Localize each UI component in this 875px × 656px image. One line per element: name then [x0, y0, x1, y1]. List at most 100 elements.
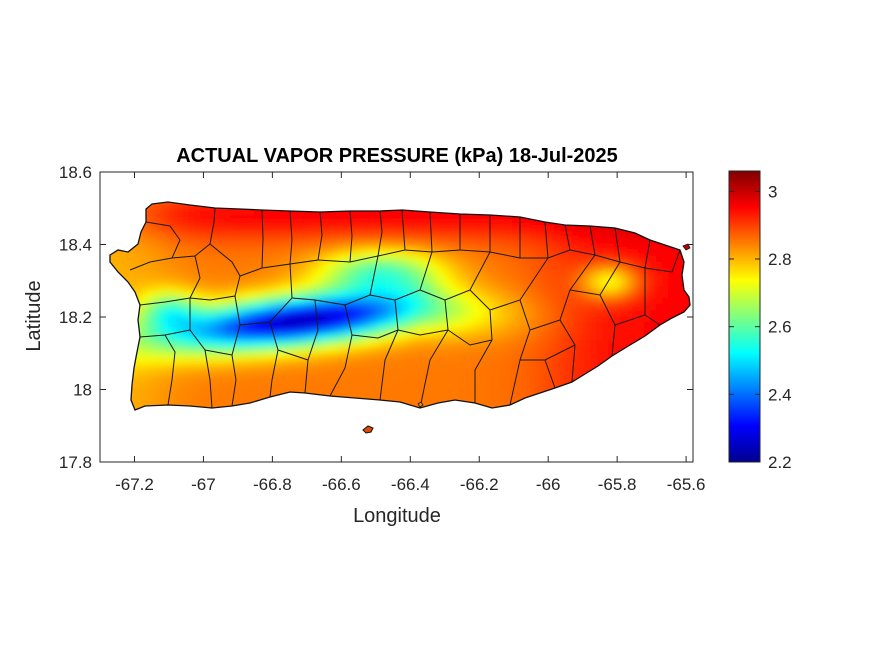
- heat-cell: [248, 214, 255, 221]
- heat-cell: [338, 280, 345, 287]
- heat-cell: [440, 322, 447, 329]
- heat-cell: [398, 262, 405, 269]
- heat-cell: [434, 388, 441, 395]
- heat-cell: [368, 328, 375, 335]
- heat-cell: [194, 382, 201, 389]
- heat-cell: [596, 256, 603, 263]
- heat-cell: [326, 376, 333, 383]
- heat-cell: [470, 304, 477, 311]
- heat-cell: [350, 244, 357, 251]
- heat-cell: [296, 340, 303, 347]
- heat-cell: [416, 232, 423, 239]
- heat-cell: [164, 316, 171, 323]
- heat-cell: [362, 334, 369, 341]
- heat-cell: [314, 286, 321, 293]
- heat-cell: [242, 292, 249, 299]
- heat-cell: [470, 220, 477, 227]
- heat-cell: [350, 214, 357, 221]
- heat-cell: [470, 334, 477, 341]
- heat-cell: [146, 358, 153, 365]
- heat-cell: [146, 346, 153, 353]
- heat-cell: [470, 370, 477, 377]
- heat-cell: [200, 352, 207, 359]
- heat-cell: [170, 358, 177, 365]
- heat-cell: [392, 364, 399, 371]
- heat-cell: [392, 370, 399, 377]
- heat-cell: [404, 298, 411, 305]
- heat-cell: [572, 238, 579, 245]
- heat-cell: [638, 274, 645, 281]
- heat-cell: [404, 244, 411, 251]
- heat-cell: [554, 280, 561, 287]
- heat-cell: [344, 262, 351, 269]
- heat-cell: [536, 220, 543, 227]
- heat-cell: [134, 406, 141, 410]
- heat-cell: [194, 214, 201, 221]
- heat-cell: [632, 244, 639, 251]
- heat-cell: [644, 256, 651, 263]
- heat-cell: [362, 364, 369, 371]
- heat-cell: [248, 358, 255, 365]
- heat-cell: [212, 304, 219, 311]
- heat-cell: [596, 232, 603, 239]
- heat-cell: [338, 286, 345, 293]
- heat-cell: [332, 340, 339, 347]
- heat-cell: [596, 262, 603, 269]
- heat-cell: [410, 388, 417, 395]
- heat-cell: [662, 262, 669, 269]
- heat-cell: [422, 400, 429, 407]
- heat-cell: [452, 256, 459, 263]
- heat-cell: [308, 382, 315, 389]
- heat-cell: [416, 388, 423, 395]
- heat-cell: [608, 334, 615, 341]
- heat-cell: [146, 250, 153, 257]
- heat-cell: [362, 280, 369, 287]
- heat-cell: [428, 388, 435, 395]
- heat-cell: [302, 322, 309, 329]
- heat-cell: [488, 370, 495, 377]
- heat-cell: [548, 352, 555, 359]
- heat-cell: [338, 364, 345, 371]
- heat-cell: [494, 334, 501, 341]
- heat-cell: [488, 286, 495, 293]
- heat-cell: [368, 274, 375, 281]
- heat-cell: [206, 238, 213, 245]
- heat-cell: [536, 238, 543, 245]
- heat-cell: [584, 364, 591, 371]
- heat-cell: [284, 262, 291, 269]
- heat-cell: [164, 226, 171, 233]
- heat-cell: [638, 322, 645, 329]
- heat-cell: [662, 316, 669, 323]
- heat-cell: [440, 370, 447, 377]
- heat-cell: [314, 370, 321, 377]
- heat-cell: [248, 256, 255, 263]
- heat-cell: [314, 244, 321, 251]
- heat-cell: [464, 280, 471, 287]
- heat-cell: [410, 292, 417, 299]
- heat-cell: [404, 250, 411, 257]
- heat-cell: [158, 298, 165, 305]
- heat-cell: [662, 256, 669, 263]
- heat-cell: [662, 274, 669, 281]
- heat-cell: [482, 346, 489, 353]
- heat-cell: [524, 244, 531, 251]
- heat-cell: [584, 340, 591, 347]
- heat-cell: [410, 244, 417, 251]
- heat-cell: [500, 358, 507, 365]
- heat-cell: [302, 358, 309, 365]
- heat-cell: [212, 262, 219, 269]
- heat-cell: [290, 364, 297, 371]
- heat-cell: [572, 352, 579, 359]
- heat-cell: [644, 274, 651, 281]
- heat-cell: [602, 316, 609, 323]
- heat-cell: [344, 376, 351, 383]
- heat-cell: [200, 208, 207, 215]
- heat-cell: [356, 304, 363, 311]
- heat-cell: [266, 286, 273, 293]
- heat-cell: [284, 358, 291, 365]
- heat-cell: [476, 256, 483, 263]
- heat-cell: [626, 298, 633, 305]
- heat-cell: [386, 316, 393, 323]
- heat-cell: [194, 316, 201, 323]
- heat-cell: [362, 298, 369, 305]
